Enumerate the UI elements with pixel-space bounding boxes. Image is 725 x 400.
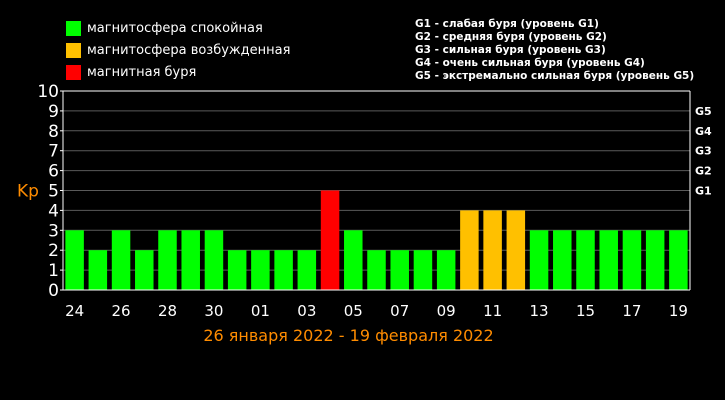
- bar: [576, 230, 595, 290]
- g-tick-label: G2: [695, 165, 712, 178]
- x-tick-label: 19: [669, 302, 688, 320]
- y-tick-label: 9: [48, 102, 59, 122]
- legend-label-excited: магнитосфера возбужденная: [87, 42, 291, 58]
- legend-label-storm: магнитная буря: [87, 64, 197, 80]
- legend-swatch-excited: [66, 42, 81, 58]
- x-tick-label: 01: [251, 302, 270, 320]
- legend-item-storm: магнитная буря: [66, 61, 290, 83]
- bar: [251, 250, 270, 290]
- bar: [413, 250, 433, 290]
- y-tick-label: 6: [48, 162, 59, 182]
- y-tick-label: 10: [37, 82, 59, 102]
- bar: [390, 250, 409, 290]
- storm-level-g5: G5 - экстремально сильная буря (уровень …: [415, 70, 695, 82]
- bar: [483, 210, 502, 290]
- bar: [320, 190, 340, 290]
- bar: [88, 250, 108, 290]
- bar: [460, 210, 479, 290]
- y-tick-label: 2: [48, 241, 59, 261]
- bar: [529, 230, 549, 290]
- bar: [204, 230, 224, 290]
- y-tick-label: 3: [48, 221, 59, 241]
- x-tick-label: 24: [65, 302, 84, 320]
- legend-item-excited: магнитосфера возбужденная: [66, 39, 290, 61]
- bar: [622, 230, 642, 290]
- bar: [367, 250, 386, 290]
- x-tick-label: 09: [437, 302, 456, 320]
- y-tick-label: 7: [48, 142, 59, 162]
- bar: [274, 250, 293, 290]
- bar: [436, 250, 456, 290]
- y-tick-label: 1: [48, 261, 59, 281]
- x-tick-label: 11: [483, 302, 502, 320]
- bar: [506, 210, 526, 290]
- bar: [297, 250, 317, 290]
- legend-swatch-quiet: [66, 20, 81, 36]
- bar: [599, 230, 618, 290]
- bar: [344, 230, 363, 290]
- g-tick-label: G1: [695, 185, 712, 198]
- storm-level-g4: G4 - очень сильная буря (уровень G4): [415, 57, 645, 69]
- legend-swatch-storm: [66, 64, 81, 80]
- bar: [227, 250, 247, 290]
- bar: [669, 230, 688, 290]
- legend-label-quiet: магнитосфера спокойная: [87, 20, 263, 36]
- x-tick-label: 07: [390, 302, 409, 320]
- x-tick-label: 30: [204, 302, 223, 320]
- storm-level-g3: G3 - сильная буря (уровень G3): [415, 44, 606, 56]
- bar: [135, 250, 154, 290]
- storm-level-g2: G2 - средняя буря (уровень G2): [415, 31, 607, 43]
- x-tick-label: 15: [576, 302, 595, 320]
- bar: [158, 230, 177, 290]
- y-tick-label: 8: [48, 122, 59, 142]
- x-tick-label: 17: [622, 302, 641, 320]
- y-axis-label: Kp: [17, 182, 39, 202]
- x-tick-label: 13: [530, 302, 549, 320]
- g-tick-label: G4: [695, 125, 712, 138]
- bar: [645, 230, 665, 290]
- g-tick-label: G3: [695, 145, 712, 158]
- y-tick-label: 4: [48, 201, 59, 221]
- x-axis-label: 26 января 2022 - 19 февраля 2022: [203, 326, 493, 345]
- x-tick-label: 05: [344, 302, 363, 320]
- legend-item-quiet: магнитосфера спокойная: [66, 17, 290, 39]
- y-tick-label: 5: [48, 182, 59, 202]
- bar: [65, 230, 84, 290]
- bar: [111, 230, 131, 290]
- x-tick-label: 03: [297, 302, 316, 320]
- g-tick-label: G5: [695, 105, 712, 118]
- storm-level-legend: G1 - слабая буря (уровень G1) G2 - средн…: [415, 18, 694, 83]
- y-tick-label: 0: [48, 281, 59, 301]
- x-tick-label: 26: [112, 302, 131, 320]
- legend: магнитосфера спокойная магнитосфера возб…: [66, 17, 290, 83]
- bar: [553, 230, 572, 290]
- storm-level-g1: G1 - слабая буря (уровень G1): [415, 18, 599, 30]
- bar: [181, 230, 200, 290]
- x-tick-label: 28: [158, 302, 177, 320]
